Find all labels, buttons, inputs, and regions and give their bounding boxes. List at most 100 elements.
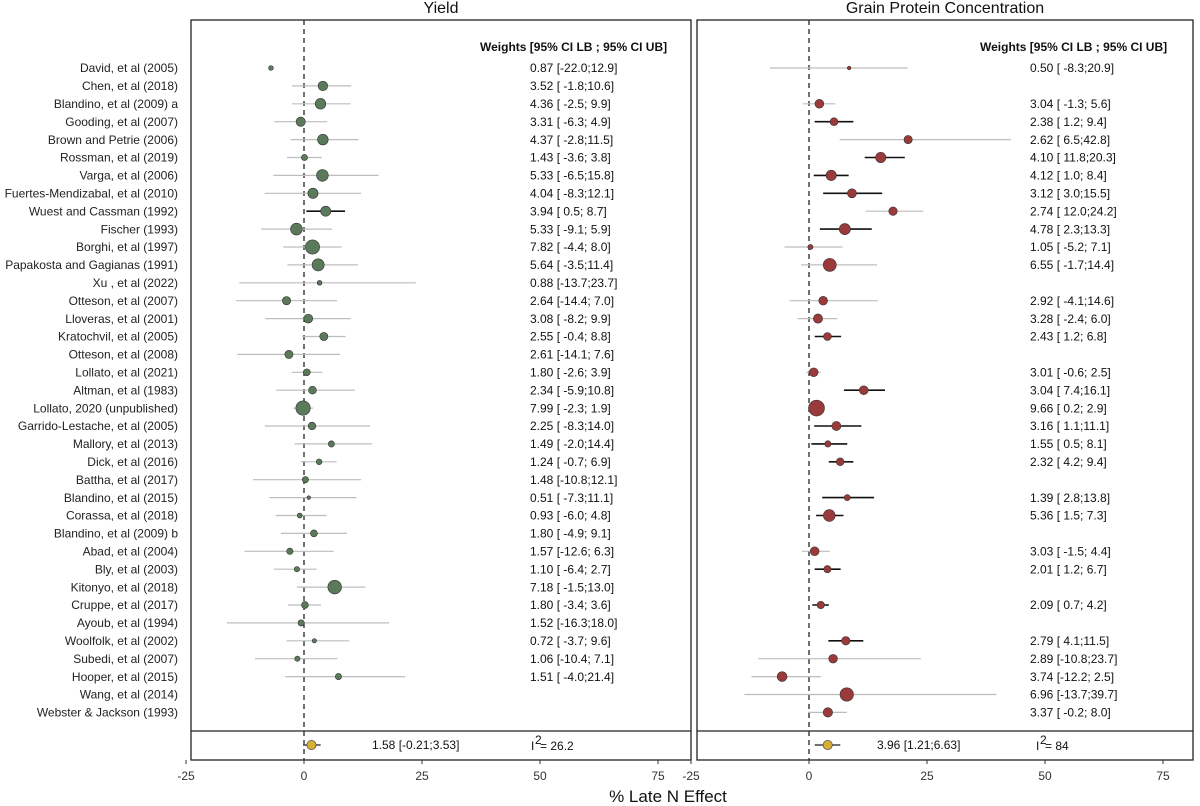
weight-ci-label: 2.79 [ 4.1;11.5] (1030, 634, 1109, 648)
effect-marker (816, 601, 825, 609)
study-label: Woolfolk, et al (2002) (65, 634, 178, 648)
weight-ci-label: 2.01 [ 1.2; 6.7] (1030, 562, 1107, 576)
weight-ci-label: 2.34 [ -5.9;10.8] (530, 383, 614, 397)
x-tick-label: 25 (415, 769, 429, 783)
effect-marker (315, 458, 323, 465)
summary-estimate-label: 1.58 [-0.21;3.53] (372, 738, 459, 752)
weight-ci-label: 2.92 [ -4.1;14.6] (1030, 294, 1114, 308)
effect-marker (808, 367, 819, 378)
effect-marker (888, 206, 898, 216)
x-tick-label: 0 (301, 769, 308, 783)
effect-marker (308, 385, 317, 395)
x-tick-label: 75 (1156, 769, 1170, 783)
weight-ci-label: 3.12 [ 3.0;15.5] (1030, 187, 1110, 201)
weight-ci-label: 0.87 [-22.0;12.9] (530, 61, 617, 75)
weight-ci-label: 2.55 [ -0.4; 8.8] (530, 330, 611, 344)
weight-ci-label: 3.28 [ -2.4; 6.0] (1030, 312, 1111, 326)
study-label: Brown and Petrie (2006) (48, 133, 178, 147)
effect-marker (307, 421, 317, 431)
study-label: Kitonyo, et al (2018) (71, 580, 178, 594)
effect-marker (776, 671, 788, 682)
x-tick-label: 75 (651, 769, 665, 783)
effect-marker (317, 133, 329, 146)
study-label: Battha, et al (2017) (76, 473, 178, 487)
weight-ci-label: 2.61 [-14.1; 7.6] (530, 348, 614, 362)
effect-marker (293, 566, 300, 573)
effect-marker (301, 154, 308, 161)
weight-ci-label: 3.37 [ -0.2; 8.0] (1030, 706, 1111, 720)
study-label: Lollato, et al (2021) (75, 366, 178, 380)
effect-marker (317, 80, 328, 91)
effect-marker (818, 296, 828, 306)
weight-ci-label: 5.33 [ -9.1; 5.9] (530, 222, 611, 236)
weight-ci-label: 2.89 [-10.8;23.7] (1030, 652, 1117, 666)
i2-superscript: 2 (1040, 733, 1047, 747)
study-label: Lloveras, et al (2001) (65, 312, 178, 326)
effect-marker (859, 385, 869, 395)
x-tick-label: 0 (806, 769, 813, 783)
effect-marker (825, 169, 837, 181)
i2-value: = 26.2 (540, 739, 574, 753)
effect-marker (295, 116, 306, 127)
effect-marker (823, 332, 832, 341)
effect-marker (297, 619, 305, 627)
study-label: Chen, et al (2018) (82, 79, 178, 93)
weight-ci-label: 9.66 [ 0.2; 2.9] (1030, 401, 1107, 415)
effect-marker (823, 509, 836, 522)
weight-ci-label: 1.43 [ -3.6; 3.8] (530, 151, 611, 165)
study-label: Wuest and Cassman (1992) (29, 204, 178, 218)
study-label: Garrido-Lestache, et al (2005) (18, 419, 178, 433)
study-label: Ayoub, et al (1994) (77, 616, 178, 630)
effect-marker (305, 239, 320, 255)
effect-marker (847, 188, 857, 199)
weight-ci-label: 2.62 [ 6.5;42.8] (1030, 133, 1110, 147)
effect-marker (839, 687, 854, 702)
i2-superscript: 2 (535, 733, 542, 747)
weight-ci-label: 0.72 [ -3.7; 9.6] (530, 634, 611, 648)
effect-marker (847, 65, 852, 71)
x-axis-label: % Late N Effect (609, 787, 727, 806)
panel-frame (696, 19, 1194, 761)
weight-ci-label: 4.37 [ -2.8;11.5] (530, 133, 613, 147)
x-tick-label: 50 (533, 769, 547, 783)
effect-marker (824, 440, 832, 448)
effect-marker (903, 135, 913, 145)
weight-ci-label: 3.16 [ 1.1;11.1] (1030, 419, 1109, 433)
weight-ci-label: 0.93 [ -6.0; 4.8] (530, 509, 611, 523)
effect-marker (311, 638, 317, 644)
panel-frame (190, 19, 692, 761)
weight-ci-label: 3.08 [ -8.2; 9.9] (530, 312, 611, 326)
effect-marker (268, 65, 274, 71)
weight-ci-label: 4.10 [ 11.8;20.3] (1030, 151, 1116, 165)
effect-marker (303, 313, 314, 324)
weight-ci-label: 2.25 [ -8.3;14.0] (530, 419, 614, 433)
study-label: Gooding, et al (2007) (65, 115, 178, 129)
weight-ci-label: 2.74 [ 12.0;24.2] (1030, 204, 1117, 218)
weight-ci-label: 1.80 [ -3.4; 3.6] (530, 598, 611, 612)
weight-ci-label: 4.78 [ 2.3;13.3] (1030, 222, 1110, 236)
weight-ci-label: 7.18 [ -1.5;13.0] (530, 580, 614, 594)
weights-header: Weights [95% CI LB ; 95% CI UB] (480, 40, 667, 54)
weight-ci-label: 5.64 [ -3.5;11.4] (530, 258, 613, 272)
effect-marker (286, 547, 294, 555)
weight-ci-label: 0.88 [-13.7;23.7] (530, 276, 617, 290)
study-label: Wang, et al (2014) (80, 688, 178, 702)
weight-ci-label: 2.43 [ 1.2; 6.8] (1030, 330, 1107, 344)
weight-ci-label: 3.04 [ 7.4;16.1] (1030, 383, 1110, 397)
study-label: Kratochvil, et al (2005) (58, 330, 178, 344)
summary-effect-marker (822, 740, 833, 751)
study-label: Xu , et al (2022) (93, 276, 178, 290)
effect-marker (828, 654, 838, 664)
effect-marker (843, 494, 851, 501)
study-label: Varga, et al (2006) (79, 169, 178, 183)
effect-marker (314, 98, 327, 110)
effect-marker (316, 169, 329, 182)
x-tick-label: 25 (920, 769, 934, 783)
weight-ci-label: 1.05 [ -5.2; 7.1] (1030, 240, 1111, 254)
weight-ci-label: 3.03 [ -1.5; 4.4] (1030, 545, 1111, 559)
weight-ci-label: 3.74 [-12.2; 2.5] (1030, 670, 1114, 684)
weight-ci-label: 1.80 [ -2.6; 3.9] (530, 366, 611, 380)
weight-ci-label: 1.55 [ 0.5; 8.1] (1030, 437, 1107, 451)
weight-ci-label: 2.64 [-14.4; 7.0] (530, 294, 614, 308)
weight-ci-label: 5.36 [ 1.5; 7.3] (1030, 509, 1107, 523)
